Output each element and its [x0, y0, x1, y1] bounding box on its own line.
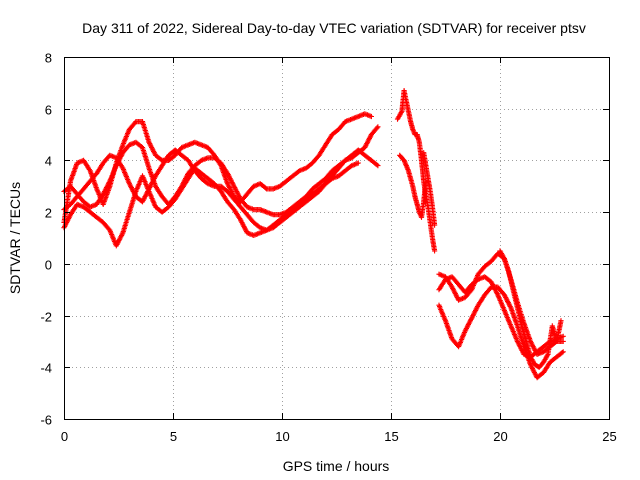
- x-tick-label: 20: [493, 429, 507, 444]
- y-tick-label: -2: [40, 310, 52, 325]
- y-tick-label: 2: [45, 206, 52, 221]
- y-tick-label: 6: [45, 103, 52, 118]
- x-tick-label: 0: [61, 429, 68, 444]
- y-tick-label: 4: [45, 154, 52, 169]
- plus-marks: [421, 150, 438, 228]
- series-track-7: [421, 150, 438, 228]
- series-track-5: [394, 88, 438, 254]
- plus-marks: [61, 111, 374, 226]
- plus-marks: [394, 88, 438, 254]
- series-track-1: [61, 111, 374, 226]
- x-axis-label: GPS time / hours: [283, 458, 390, 474]
- x-tick-label: 15: [384, 429, 398, 444]
- y-axis-label: SDTVAR / TECUs: [7, 182, 23, 294]
- x-tick-label: 25: [602, 429, 616, 444]
- x-tick-label: 5: [170, 429, 177, 444]
- axis-ticks: [64, 57, 610, 420]
- y-tick-labels: -6 -4 -2 0 2 4 6 8: [40, 51, 52, 428]
- plot-frame: [64, 57, 610, 420]
- chart-title: Day 311 of 2022, Sidereal Day-to-day VTE…: [82, 20, 586, 36]
- x-tick-label: 10: [275, 429, 289, 444]
- plus-marks: [397, 152, 429, 220]
- x-tick-labels: 0 5 10 15 20 25: [61, 429, 617, 444]
- plus-marks: [436, 284, 566, 381]
- grid: [64, 57, 609, 419]
- series-track-4: [61, 160, 361, 249]
- data-marks: [61, 88, 566, 381]
- y-tick-label: -4: [40, 361, 52, 376]
- plus-marks: [497, 248, 564, 370]
- series-track-9: [436, 284, 566, 381]
- y-tick-label: -6: [40, 413, 52, 428]
- y-tick-label: 0: [45, 258, 52, 273]
- series-track-6: [397, 152, 429, 220]
- series-track-11: [497, 248, 564, 370]
- plus-marks: [61, 160, 361, 249]
- y-tick-label: 8: [45, 51, 52, 66]
